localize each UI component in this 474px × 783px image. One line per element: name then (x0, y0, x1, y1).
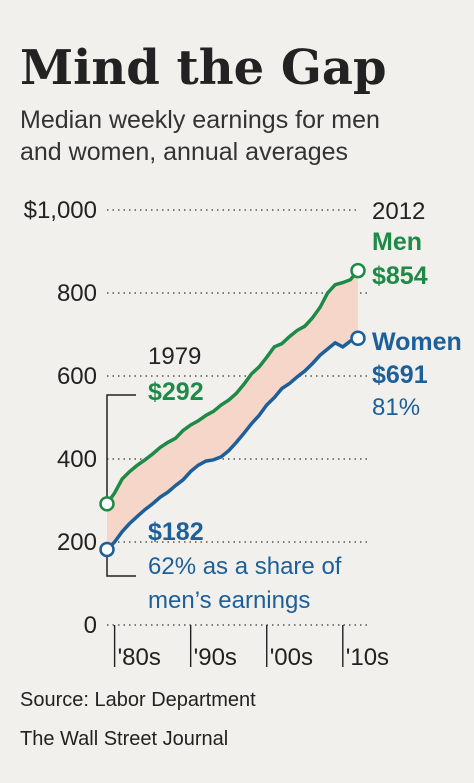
y-tick-label: 600 (57, 363, 97, 390)
women-end-share-label: 81% (372, 394, 420, 421)
y-tick-label: 800 (57, 280, 97, 307)
end-year-label: 2012 (372, 198, 425, 225)
start-men-leader-line (106, 394, 136, 500)
men-end-series-label: Men (372, 228, 422, 256)
y-tick-label: 0 (84, 612, 97, 639)
gap-area (107, 270, 358, 550)
start-year-label: 1979 (148, 343, 201, 370)
x-tick-label: '80s (118, 644, 161, 671)
men-series-line (105, 269, 360, 505)
men-end-value-label: $854 (372, 262, 428, 290)
start-women-leader-line (106, 548, 136, 577)
women-start-marker (99, 541, 115, 558)
x-tick-label: '90s (194, 644, 237, 671)
source-note: Source: Labor Department (20, 689, 256, 711)
x-tick-label: '00s (270, 644, 313, 671)
women-end-series-label: Women (372, 328, 462, 356)
page-subtitle-line-1: Median weekly earnings for men (20, 106, 380, 134)
publisher-credit: The Wall Street Journal (20, 728, 228, 750)
women-end-marker (350, 330, 366, 346)
x-tick-label: '10s (346, 644, 389, 671)
women-start-share-label-line-1: 62% as a share of (148, 553, 342, 580)
y-tick-label: 200 (57, 529, 97, 556)
women-start-value-label: $182 (148, 518, 204, 546)
grid-lines (107, 209, 368, 543)
x-axis: '80s '90s '00s '10s (107, 624, 389, 671)
men-start-value-label: $292 (148, 378, 204, 406)
men-start-marker (99, 496, 115, 512)
page-subtitle-line-2: and women, annual averages (20, 138, 348, 166)
women-series-line (105, 336, 359, 551)
y-tick-label: 400 (57, 446, 97, 473)
men-end-marker (350, 262, 366, 279)
women-start-share-label-line-2: men’s earnings (148, 587, 310, 614)
y-tick-label: $1,000 (24, 197, 97, 224)
y-axis-tick-labels: 0 200 400 600 800 $1,000 (24, 197, 97, 639)
women-end-value-label: $691 (372, 361, 428, 389)
page-title: Mind the Gap (20, 40, 387, 96)
